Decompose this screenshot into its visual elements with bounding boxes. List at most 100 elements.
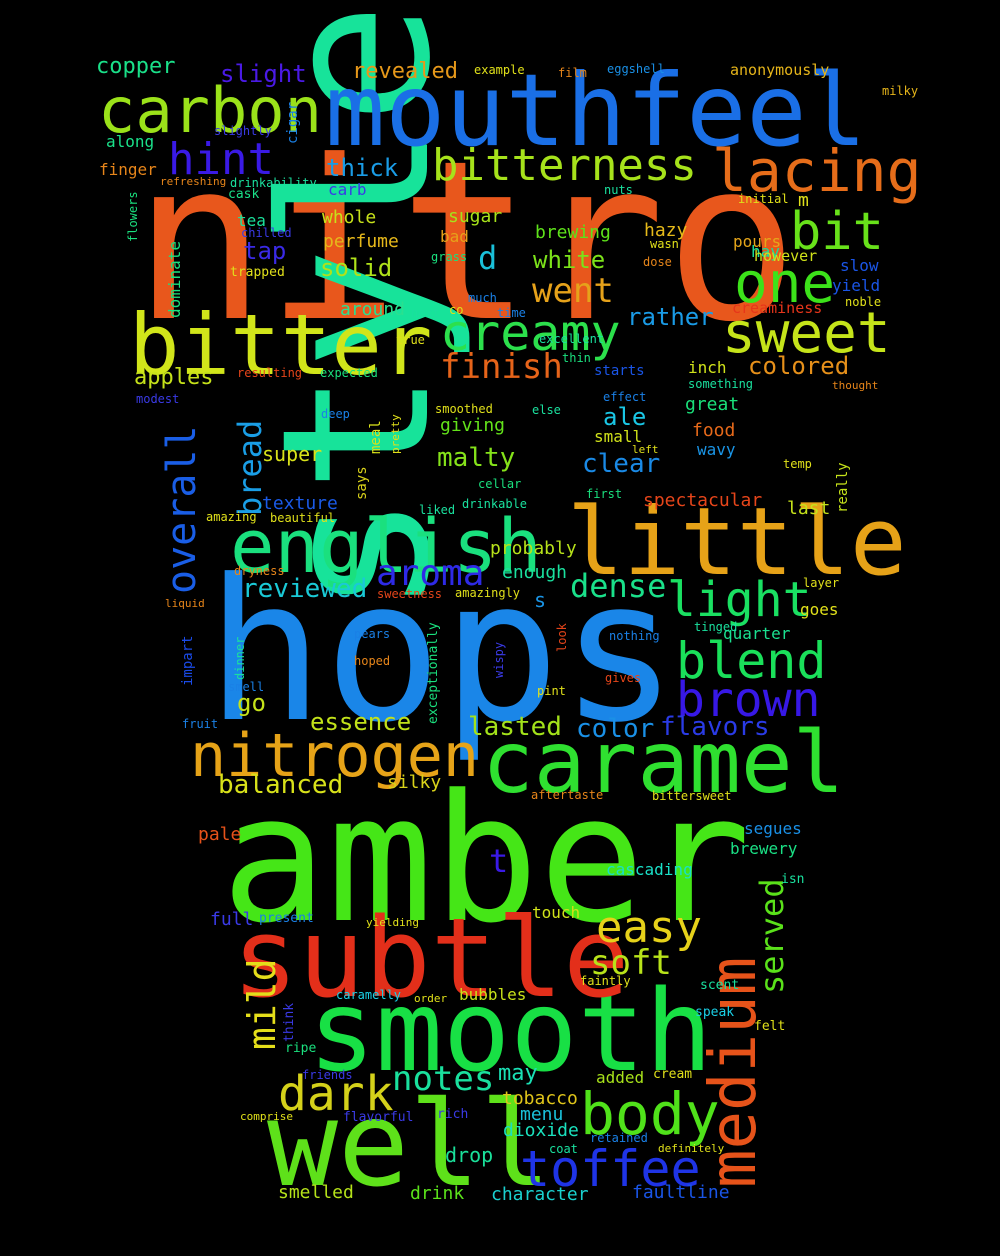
word-scent: scent <box>700 978 740 993</box>
word-something: something <box>688 377 754 391</box>
word-flavors: flavors <box>660 712 770 742</box>
word-modest: modest <box>136 392 180 406</box>
word-subtle: subtle <box>232 894 630 1022</box>
word-great: great <box>685 394 740 415</box>
word-amazingly: amazingly <box>455 586 521 600</box>
word-creamy: creamy <box>440 304 621 362</box>
word-body: body <box>580 1080 720 1148</box>
word-example: example <box>474 63 525 77</box>
word-served: served <box>753 878 791 994</box>
word-left: left <box>632 443 659 456</box>
word-deep: deep <box>321 407 350 421</box>
word-goes: goes <box>800 600 839 619</box>
word-go: go <box>237 689 266 717</box>
word-inch: inch <box>688 358 727 377</box>
word-malty: malty <box>437 443 516 473</box>
word-brown: brown <box>676 672 821 728</box>
word-giving: giving <box>440 415 506 436</box>
word-hay: hay <box>751 242 780 261</box>
word-drinkable: drinkable <box>462 497 528 511</box>
word-faintly: faintly <box>580 974 631 988</box>
word-last: last <box>787 498 831 519</box>
word-wasn: wasn <box>650 237 679 251</box>
word-time: time <box>497 306 526 320</box>
word-fruit: fruit <box>182 717 219 731</box>
word-pretty: pretty <box>389 414 402 454</box>
word-says: says <box>354 466 370 500</box>
word-yield: yield <box>832 276 881 295</box>
word-bubbles: bubbles <box>459 985 527 1004</box>
word-copper: copper <box>96 54 176 79</box>
word-felt: felt <box>754 1019 786 1034</box>
word-meal: meal <box>368 420 384 454</box>
word-enough: enough <box>502 562 568 583</box>
word-dinner: dinner <box>233 636 247 680</box>
word-probably: probably <box>490 538 577 559</box>
word-notes: notes <box>392 1059 495 1099</box>
word-hoped: hoped <box>354 654 391 668</box>
word-slightly: slightly <box>214 124 272 138</box>
word-went: went <box>532 271 614 311</box>
word-yielding: yielding <box>366 916 419 929</box>
word-silky: silky <box>387 772 442 793</box>
word-super: super <box>262 442 323 466</box>
word-smoothed: smoothed <box>435 402 493 416</box>
word-lasted: lasted <box>468 712 562 742</box>
word-dose: dose <box>643 255 672 269</box>
word-small: small <box>594 427 643 446</box>
word-aftertaste: aftertaste <box>531 788 604 802</box>
word-else: else <box>532 403 561 417</box>
word-finger: finger <box>99 160 157 179</box>
word-pint: pint <box>537 684 566 698</box>
word-sweet: sweet <box>722 301 891 366</box>
word-noble: noble <box>845 295 882 309</box>
word-much: much <box>468 291 497 305</box>
word-balanced: balanced <box>218 770 344 800</box>
word-gives: gives <box>605 671 642 685</box>
word-ripe: ripe <box>285 1041 317 1056</box>
word-starts: starts <box>594 363 645 379</box>
word-true: true <box>396 333 425 347</box>
word-d: d <box>478 239 498 277</box>
word-excellent: excellent <box>539 332 605 346</box>
word-next: next <box>411 306 440 320</box>
word-clear: clear <box>582 449 661 479</box>
word-rather: rather <box>627 303 714 331</box>
word-however: however <box>754 247 818 265</box>
word-essence: essence <box>310 708 412 736</box>
word-mild: mild <box>240 958 284 1050</box>
word-isn: isn <box>781 872 805 887</box>
word-cellar: cellar <box>478 477 522 491</box>
word-nitrogen: nitrogen <box>190 721 479 791</box>
word-reviewed: reviewed <box>242 574 368 604</box>
word-perfume: perfume <box>323 231 399 252</box>
word-liquid: liquid <box>165 597 205 610</box>
word-tap: tap <box>243 237 287 265</box>
word-character: character <box>491 1184 589 1205</box>
word-whole: whole <box>322 207 377 228</box>
word-brewing: brewing <box>535 222 611 243</box>
word-smelled: smelled <box>278 1182 354 1203</box>
word-ale: ale <box>603 403 647 431</box>
word-toffee: toffee <box>520 1140 701 1198</box>
word-food: food <box>692 420 736 441</box>
word-wavy: wavy <box>697 440 736 459</box>
word-colored: colored <box>748 352 850 380</box>
word-bittersweet: bittersweet <box>652 789 732 803</box>
word-color: color <box>576 714 655 744</box>
word-sugar: sugar <box>448 206 503 227</box>
word-think: think <box>282 1002 297 1042</box>
word-touch: touch <box>532 903 581 922</box>
word-blend: blend <box>676 632 827 690</box>
word-slow: slow <box>840 256 879 275</box>
word-bad: bad <box>440 227 469 246</box>
word-friends: friends <box>302 1068 353 1082</box>
word-present: present <box>259 911 314 926</box>
word-hint: hint <box>168 134 274 185</box>
word-amazing: amazing <box>206 510 257 524</box>
word-solid: solid <box>320 254 393 282</box>
word-bitter: bitter <box>129 296 433 394</box>
word-lacing: lacing <box>712 137 922 205</box>
word-thought: thought <box>832 379 879 392</box>
word-creaminess: creaminess <box>732 299 823 317</box>
